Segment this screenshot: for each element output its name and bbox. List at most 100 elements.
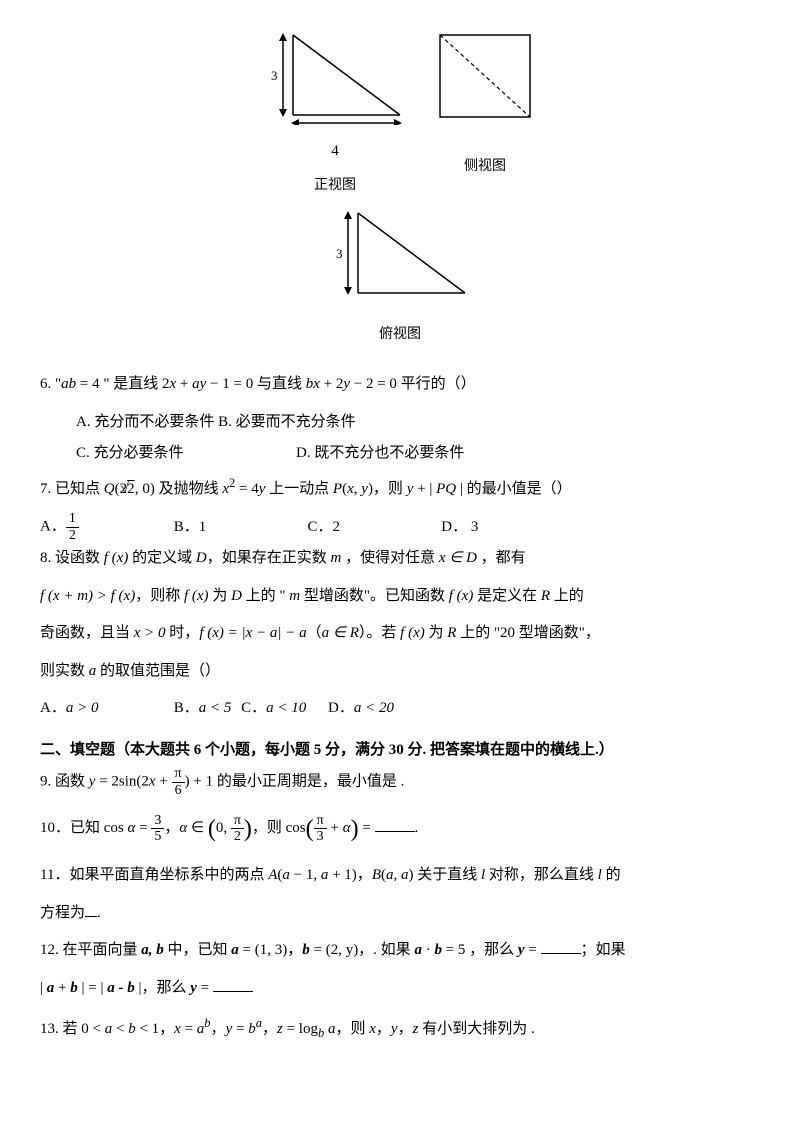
q6-optB: B. 必要而不充分条件	[218, 414, 356, 430]
q10-tail: .	[415, 820, 419, 836]
q13-c2: ，	[262, 1021, 277, 1037]
q11-B: B	[372, 867, 381, 883]
q8-fx4: f (x)	[400, 625, 425, 641]
q8-optC-l: C．	[241, 700, 266, 716]
q8-D: D	[196, 550, 207, 566]
question-13: 13. 若 0 < a < b < 1，x = ab，y = ba，z = lo…	[40, 1010, 760, 1046]
q12-adotb-a: a	[414, 942, 422, 958]
side-view-label: 侧视图	[435, 152, 535, 181]
q6-ay: ay	[192, 376, 206, 392]
question-11-line2: 方程为.	[40, 898, 760, 930]
q12-y: y	[518, 942, 525, 958]
q8-optB: a < 5	[199, 700, 232, 716]
q10-alpha3: α	[343, 820, 351, 836]
q12-a: a	[231, 942, 239, 958]
q12-beq: = (2, y)，. 如果	[310, 942, 415, 958]
q7-x: x	[222, 481, 229, 497]
q12-l2mid: | = |	[78, 980, 107, 996]
q7-optA-den: 2	[66, 528, 79, 543]
q8-fx2: f (x)	[184, 588, 209, 604]
q12-dot: ·	[422, 942, 435, 958]
q8-xgt0: x > 0	[134, 625, 166, 641]
q8-l4-pre: 则实数	[40, 663, 89, 679]
q8-D2: D	[231, 588, 242, 604]
q6-bx: bx	[306, 376, 320, 392]
q7-eq4y: = 4	[235, 481, 258, 497]
q13-y2: y	[391, 1021, 398, 1037]
q13-c1: ，	[211, 1021, 226, 1037]
q6-prefix: 6. "	[40, 376, 61, 392]
question-8-line4: 则实数 a 的取值范围是（）	[40, 656, 760, 688]
q13-b2: b	[248, 1021, 256, 1037]
q12-l2mid2: |，那么	[135, 980, 191, 996]
q9-den: 6	[172, 783, 185, 798]
q12-eq2: =	[197, 980, 213, 996]
q12-mid2: ；如果	[581, 942, 626, 958]
q7-mid: 上一动点	[265, 481, 333, 497]
q6-optA: A. 充分而不必要条件	[76, 414, 214, 430]
q7-P: P	[333, 481, 342, 497]
q12-amb-b: b	[127, 980, 135, 996]
q7-tail: | 的最小值是（）	[456, 481, 572, 497]
q11-Amid: − 1,	[290, 867, 321, 883]
q7-qpost: , 0) 及抛物线	[135, 481, 223, 497]
q7-optD: D． 3	[441, 512, 571, 544]
q13-pre: 13. 若 0 <	[40, 1021, 105, 1037]
q10-lp2: (	[306, 816, 314, 842]
q6-mid2: + 2	[320, 376, 343, 392]
q7-optB: B．1	[174, 512, 304, 544]
q10-rp: )	[244, 816, 252, 842]
q7-optA-label: A．	[40, 519, 66, 535]
q8-optA-l: A．	[40, 700, 66, 716]
q8-fx1: f (x)	[104, 550, 129, 566]
q7-Q: Q	[104, 481, 115, 497]
q8-optD: a < 20	[354, 700, 394, 716]
q10-pi2: π	[314, 813, 327, 829]
q12-l2pre: |	[40, 980, 47, 996]
q13-eq3: = log	[283, 1021, 318, 1037]
q13-eq2: =	[232, 1021, 248, 1037]
q9-plus: +	[156, 773, 172, 789]
q13-x: x	[174, 1021, 181, 1037]
front-view-block: 3 4 正视图	[265, 30, 405, 200]
front-view-svg: 3	[265, 30, 405, 125]
q8-options: A．a > 0 B．a < 5 C．a < 10 D．a < 20	[40, 693, 760, 725]
q13-lt: <	[112, 1021, 128, 1037]
question-6: 6. "ab = 4 " 是直线 2x + ay − 1 = 0 与直线 bx …	[40, 369, 760, 401]
q10-num: 3	[151, 813, 164, 829]
q8-optC: a < 10	[266, 700, 306, 716]
question-12-line1: 12. 在平面向量 a, b 中，已知 a = (1, 3)，b = (2, y…	[40, 935, 760, 967]
q12-y2: y	[190, 980, 197, 996]
q6-mid1: +	[176, 376, 192, 392]
question-11-line1: 11．如果平面直角坐标系中的两点 A(a − 1, a + 1)，B(a, a)…	[40, 860, 760, 892]
q8-l4-end: 的取值范围是（）	[96, 663, 220, 679]
q12-minus: -	[115, 980, 128, 996]
q7-px: x	[347, 481, 354, 497]
q12-apb-b: b	[70, 980, 78, 996]
q8-optB-l: B．	[174, 700, 199, 716]
question-12-line2: | a + b | = | a - b |，那么 y =	[40, 973, 760, 1005]
q8-x: x	[439, 550, 446, 566]
q10-plus: +	[327, 820, 343, 836]
q7-plus: + |	[413, 481, 436, 497]
q8-rp: ）。若	[359, 625, 400, 641]
q6-optC: C. 充分必要条件	[76, 438, 296, 470]
question-7: 7. 已知点 Q(22√, 0) 及抛物线 x2 = 4y 上一动点 P(x, …	[40, 470, 760, 506]
q7-optA-num: 1	[66, 511, 79, 527]
q10-comma: ，	[164, 820, 179, 836]
q8-aR: a ∈ R	[322, 625, 359, 641]
q13-mid: ，则	[335, 1021, 369, 1037]
q12-eq5: = 5 ，那么	[442, 942, 518, 958]
q6-end1: − 1 = 0 与直线	[206, 376, 305, 392]
q10-eq: =	[135, 820, 151, 836]
q8-l1-mid3: ，使得对任意	[341, 550, 439, 566]
three-view-diagrams: 3 4 正视图 侧视图	[40, 30, 760, 349]
q12-eq: =	[525, 942, 541, 958]
front-width-label: 4	[331, 143, 339, 159]
q6-end2: − 2 = 0 平行的（）	[350, 376, 476, 392]
q8-l3-mid2: 为	[425, 625, 448, 641]
q8-l2-mid3: 上的 "	[242, 588, 289, 604]
q6-ab: ab	[61, 376, 76, 392]
question-10: 10．已知 cos α = 35，α ∈ (0, π2)，则 cos(π3 + …	[40, 804, 760, 854]
question-8-line1: 8. 设函数 f (x) 的定义域 D，如果存在正实数 m ，使得对任意 x ∈…	[40, 543, 760, 575]
